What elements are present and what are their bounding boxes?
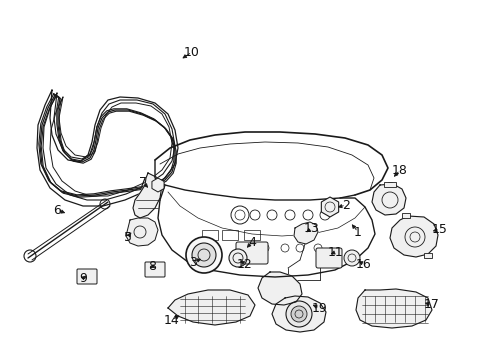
FancyBboxPatch shape (77, 269, 97, 284)
Text: 16: 16 (356, 257, 372, 270)
Text: 14: 14 (164, 314, 180, 327)
Text: 4: 4 (248, 235, 256, 248)
Text: 2: 2 (342, 198, 350, 212)
Text: 6: 6 (53, 203, 61, 216)
Bar (424, 253, 432, 258)
Text: 11: 11 (328, 246, 344, 258)
Circle shape (291, 306, 307, 322)
Circle shape (192, 243, 216, 267)
Polygon shape (168, 290, 255, 325)
Text: 8: 8 (148, 261, 156, 274)
Bar (384, 182, 396, 187)
Polygon shape (133, 173, 162, 218)
Bar (222, 230, 238, 240)
Bar (402, 213, 410, 218)
Polygon shape (126, 218, 158, 246)
Text: 15: 15 (432, 222, 448, 235)
Polygon shape (372, 184, 406, 215)
Circle shape (229, 249, 247, 267)
Polygon shape (272, 296, 326, 332)
FancyBboxPatch shape (316, 248, 342, 268)
Text: 9: 9 (79, 271, 87, 284)
Polygon shape (356, 289, 432, 328)
Text: 13: 13 (304, 221, 320, 234)
FancyBboxPatch shape (145, 262, 165, 277)
Polygon shape (258, 272, 302, 305)
Text: 12: 12 (237, 257, 253, 270)
Text: 5: 5 (124, 230, 132, 243)
Text: 17: 17 (424, 298, 440, 311)
Circle shape (286, 301, 312, 327)
Polygon shape (294, 222, 318, 244)
Circle shape (186, 237, 222, 273)
Text: 19: 19 (312, 302, 328, 315)
Polygon shape (390, 216, 438, 257)
Text: 7: 7 (139, 176, 147, 189)
Text: 18: 18 (392, 163, 408, 176)
Text: 1: 1 (354, 225, 362, 239)
Circle shape (344, 250, 360, 266)
Text: 10: 10 (184, 45, 200, 59)
Bar (244, 230, 260, 240)
Text: 3: 3 (189, 256, 197, 269)
FancyBboxPatch shape (236, 242, 268, 264)
Bar (202, 230, 218, 240)
